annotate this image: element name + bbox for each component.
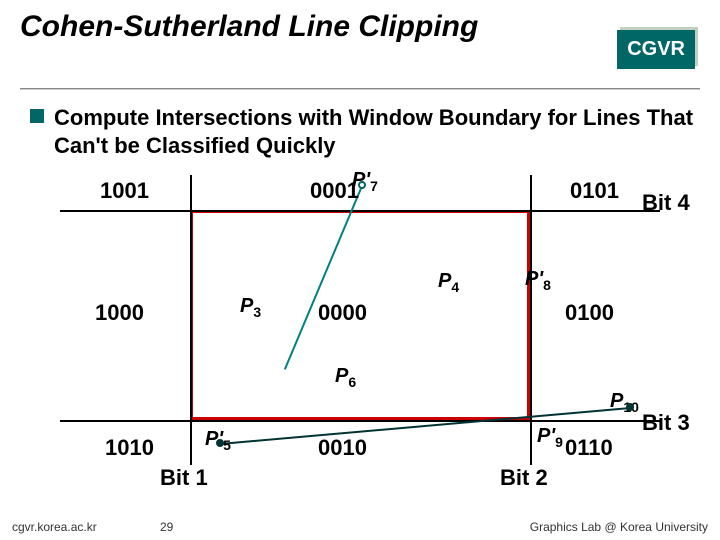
header-rule [20, 88, 700, 90]
grid-line [530, 175, 532, 465]
logo-badge: CGVR [617, 30, 695, 69]
slide-title: Cohen-Sutherland Line Clipping [20, 10, 700, 43]
bit-label: Bit 4 [642, 190, 690, 216]
footer: cgvr.korea.ac.kr Graphics Lab @ Korea Un… [12, 520, 708, 534]
region-code: 0100 [565, 300, 614, 326]
point-dot [216, 439, 224, 447]
bit-label: Bit 3 [642, 410, 690, 436]
point-label: P'8 [525, 268, 551, 293]
point-label: P6 [335, 365, 356, 390]
region-code: 0010 [318, 435, 367, 461]
point-dot [626, 403, 634, 411]
region-code: 1000 [95, 300, 144, 326]
point-dot [358, 181, 366, 189]
region-code: 0000 [318, 300, 367, 326]
point-label: P4 [438, 270, 459, 295]
point-label: P3 [240, 295, 261, 320]
footer-left: cgvr.korea.ac.kr [12, 520, 97, 534]
grid-line [190, 175, 192, 465]
grid-line [60, 210, 660, 212]
region-code: 1001 [100, 178, 149, 204]
footer-right: Graphics Lab @ Korea University [530, 520, 708, 534]
region-code: 0101 [570, 178, 619, 204]
slide-number: 29 [160, 520, 173, 534]
bullet-block: Compute Intersections with Window Bounda… [30, 104, 700, 159]
point-label: P'9 [537, 425, 563, 450]
bullet-text: Compute Intersections with Window Bounda… [54, 104, 700, 159]
clipping-diagram: 100100010101100000000100101000100110Bit … [60, 175, 660, 485]
region-code: 0110 [565, 435, 613, 461]
point-label: P10 [610, 390, 639, 415]
bullet-icon [30, 109, 44, 123]
bit-label: Bit 1 [160, 465, 208, 491]
region-code: 1010 [105, 435, 154, 461]
bit-label: Bit 2 [500, 465, 548, 491]
grid-line [60, 420, 660, 422]
